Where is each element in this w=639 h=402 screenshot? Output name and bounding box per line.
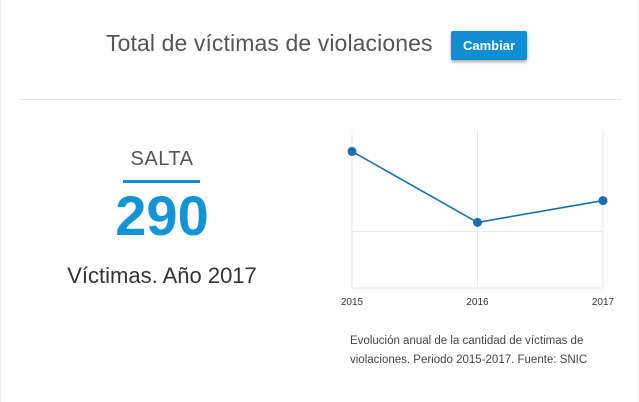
line-chart-svg: 2015 2016 2017	[341, 130, 615, 308]
line-chart: 2015 2016 2017	[331, 130, 621, 315]
x-tick-label: 2017	[592, 297, 615, 308]
chart-note: Evolución anual de la cantidad de víctim…	[350, 335, 588, 366]
victims-count: 290	[115, 184, 209, 247]
change-button[interactable]: Cambiar	[451, 31, 527, 60]
data-point	[598, 196, 608, 206]
summary-panel: SALTA 290 Víctimas. Año 2017	[1, 100, 321, 300]
x-tick-label: 2016	[466, 297, 489, 308]
x-tick-label: 2015	[341, 297, 364, 308]
header-divider	[19, 99, 622, 100]
page-title: Total de víctimas de violaciones	[106, 30, 433, 56]
card-header: Total de víctimas de violaciones Cambiar	[1, 0, 639, 90]
region-label: SALTA	[130, 148, 194, 170]
data-point	[473, 217, 482, 227]
data-point	[347, 146, 357, 156]
victims-caption: Víctimas. Año 2017	[67, 263, 257, 288]
region-underline	[123, 180, 200, 183]
